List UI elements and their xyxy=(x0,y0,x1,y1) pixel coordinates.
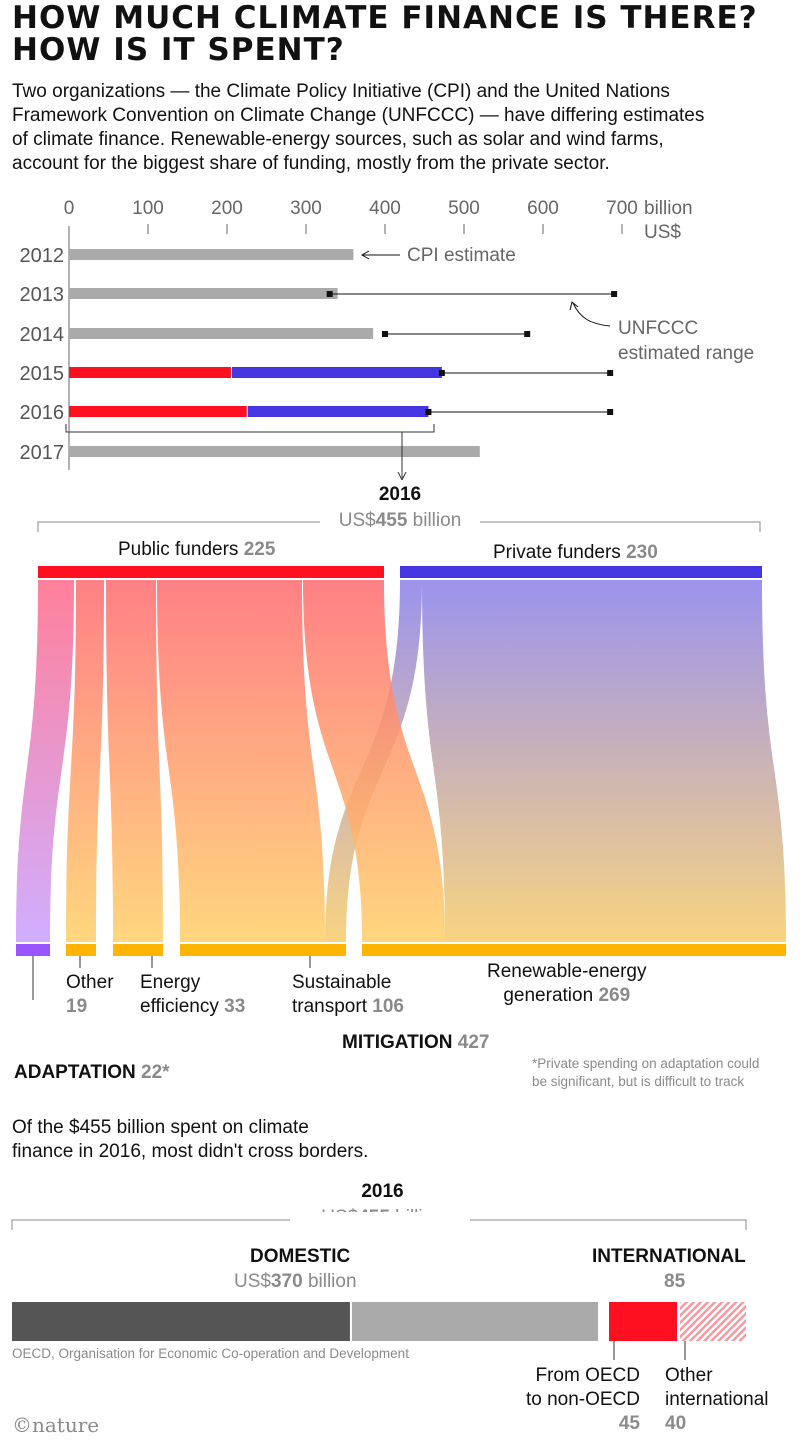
flow-public-energy-efficiency xyxy=(106,580,163,942)
renewable-energy-label: Renewable-energy generation 269 xyxy=(487,961,647,1006)
private-funders-label: Private funders 230 xyxy=(493,542,658,563)
year-label: 2016 xyxy=(20,402,65,424)
non-oecd-label: Non-OECD 214 xyxy=(112,1310,246,1331)
other-bar xyxy=(66,944,96,956)
estimates-chart: 0 100 200 300 400 500 600 700 billion US$ 2012 2013… xyxy=(20,198,754,480)
cpi-arrow xyxy=(360,250,400,260)
adaptation-label: ADAPTATION 22* xyxy=(14,1062,170,1083)
from-oecd-bar xyxy=(609,1302,677,1341)
sankey-chart xyxy=(16,512,786,1000)
range-end xyxy=(326,291,333,297)
x-tick-label: 400 xyxy=(369,198,401,219)
from-oecd-label: From OECD to non-OECD 45 xyxy=(525,1365,640,1434)
unfccc-arrow xyxy=(569,301,611,327)
flow-private-renewable xyxy=(422,580,786,942)
year-label: 2015 xyxy=(20,363,65,385)
renewable-bar xyxy=(362,944,786,956)
sankey-year: 2016 xyxy=(378,484,422,505)
intro-line: Two organizations — the Climate Policy I… xyxy=(12,81,670,102)
flow-public-adaptation xyxy=(16,580,74,942)
cpi-bar xyxy=(69,288,338,299)
year-label: 2012 xyxy=(20,245,65,267)
private-bar xyxy=(247,406,429,417)
public-funders-label: Public funders 225 xyxy=(118,539,276,560)
mid-text: Of the $455 billion spent on climate fina… xyxy=(12,1117,369,1162)
x-tick-label: 100 xyxy=(132,198,164,219)
mitigation-label: MITIGATION 427 xyxy=(342,1032,490,1053)
energy-efficiency-label: Energy efficiency 33 xyxy=(140,972,246,1017)
private-bar xyxy=(231,367,442,378)
x-tick-label: 300 xyxy=(290,198,322,219)
x-tick-label: 200 xyxy=(211,198,243,219)
x-tick-label: 0 xyxy=(64,198,75,219)
2016-bracket xyxy=(65,424,435,433)
range-end xyxy=(425,409,432,415)
bottom-total: US$455 billion xyxy=(321,1207,444,1228)
cpi-annotation: CPI estimate xyxy=(407,245,516,266)
bottom-year: 2016 xyxy=(361,1181,404,1202)
unfccc-annotation: UNFCCC xyxy=(618,318,698,339)
x-tick-label: 700 xyxy=(606,198,638,219)
year-label: 2013 xyxy=(20,284,65,306)
adaptation-bar xyxy=(16,944,50,956)
public-bar xyxy=(69,406,247,417)
year-label: 2017 xyxy=(20,442,65,464)
nature-logo: ©nature xyxy=(12,1413,100,1437)
unfccc-annotation: estimated range xyxy=(618,343,754,364)
range-end xyxy=(607,409,614,415)
intro: Two organizations — the Climate Policy I… xyxy=(12,80,704,176)
bracket-gap xyxy=(320,512,480,532)
other-international-bar xyxy=(680,1302,746,1341)
unit-label: billion xyxy=(644,198,693,219)
public-funders-bar xyxy=(38,566,384,578)
cpi-bar xyxy=(69,328,374,339)
other-international-label: Other international 40 xyxy=(665,1365,769,1434)
sankey-total: US$455 billion xyxy=(338,510,462,531)
intro-line: account for the biggest share of funding… xyxy=(12,153,610,174)
public-bar xyxy=(69,367,231,378)
footnote: *Private spending on adaptation could be … xyxy=(532,1056,760,1089)
range-end xyxy=(607,370,614,376)
year-label: 2014 xyxy=(20,324,65,346)
international-label: INTERNATIONAL xyxy=(592,1246,746,1267)
sustainable-transport-label: Sustainable transport 106 xyxy=(292,972,404,1017)
range-end xyxy=(524,331,531,337)
range-end xyxy=(382,331,388,337)
intro-line: of climate finance. Renewable-energy sou… xyxy=(12,129,664,150)
domestic-label: DOMESTIC xyxy=(250,1246,351,1267)
intro-line: Framework Convention on Climate Change (… xyxy=(12,105,705,126)
oecd-label: OECD 156 xyxy=(428,1310,520,1331)
flow-public-other xyxy=(66,580,104,942)
2016-pointer xyxy=(397,432,407,480)
x-tick-label: 500 xyxy=(448,198,480,219)
title-line-1: HOW MUCH CLIMATE FINANCE IS THERE? xyxy=(12,0,758,36)
flow-public-renewable xyxy=(303,580,445,942)
private-funders-bar xyxy=(400,566,762,578)
range-end xyxy=(438,370,445,376)
title: HOW MUCH CLIMATE FINANCE IS THERE? HOW IS… xyxy=(12,2,758,66)
transport-bar xyxy=(180,944,346,956)
unit-label: US$ xyxy=(644,222,681,243)
cpi-bar xyxy=(69,446,480,457)
other-label: Other 19 xyxy=(66,972,114,1017)
oecd-note: OECD, Organisation for Economic Co-opera… xyxy=(12,1346,409,1361)
cpi-bar xyxy=(69,249,354,260)
x-tick-label: 600 xyxy=(527,198,559,219)
title-line-2: HOW IS IT SPENT? xyxy=(12,32,345,68)
range-end xyxy=(611,291,618,297)
energy-efficiency-bar xyxy=(113,944,163,956)
flow-public-transport xyxy=(157,580,325,942)
international-total: 85 xyxy=(664,1271,686,1292)
domestic-total: US$370 billion xyxy=(234,1271,357,1292)
